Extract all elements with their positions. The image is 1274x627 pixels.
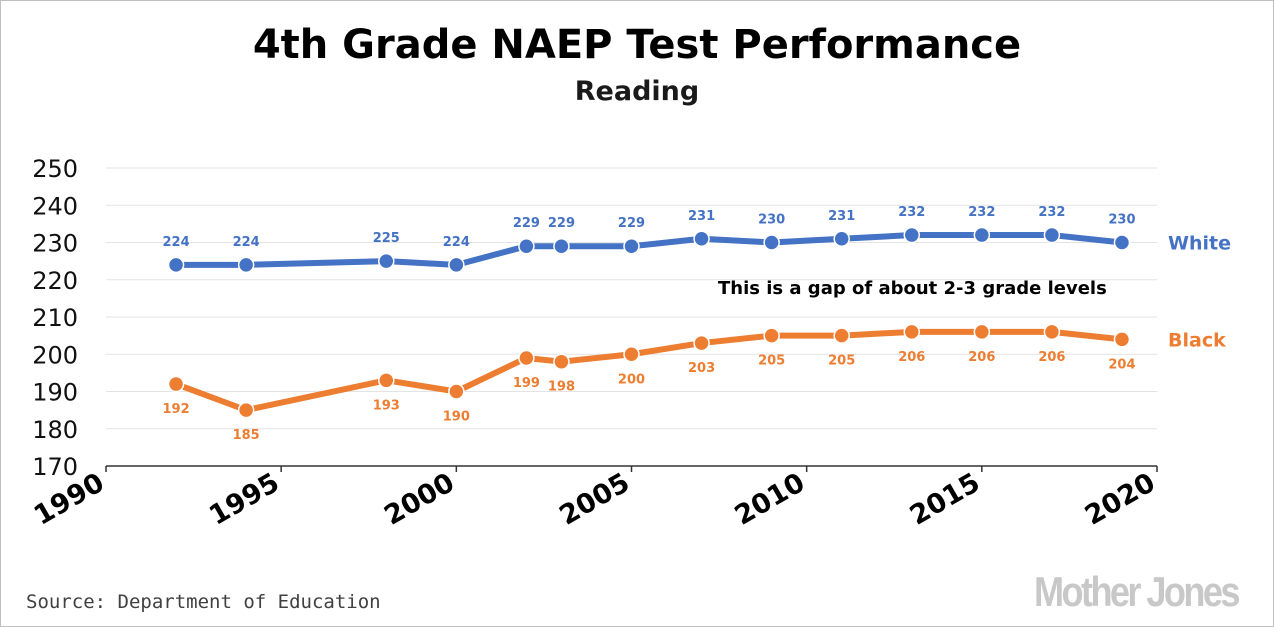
x-tick-label: 2005 [554, 467, 635, 531]
data-point-white [763, 234, 780, 251]
x-tick-label: 1995 [204, 467, 285, 531]
data-label-white: 232 [968, 205, 995, 220]
chart-title: 4th Grade NAEP Test Performance [252, 22, 1022, 68]
data-point-black [833, 327, 850, 344]
data-label-black: 205 [758, 354, 785, 369]
data-label-black: 199 [513, 376, 540, 391]
y-tick-label: 220 [32, 267, 78, 295]
chart-subtitle: Reading [574, 76, 700, 107]
data-point-black [1043, 323, 1061, 341]
data-point-black [378, 372, 395, 389]
data-label-white: 224 [443, 235, 470, 250]
x-tick-label: 2000 [379, 467, 460, 531]
data-point-white [448, 256, 465, 274]
data-label-black: 205 [828, 354, 855, 369]
data-point-black [518, 349, 535, 367]
data-point-white [903, 226, 921, 244]
data-label-white: 225 [373, 231, 400, 246]
data-label-white: 224 [233, 235, 260, 250]
data-point-black [623, 346, 640, 363]
series-name-white: White [1168, 233, 1231, 255]
y-tick-label: 200 [32, 341, 78, 369]
data-label-white: 230 [758, 213, 785, 228]
data-label-black: 198 [548, 380, 575, 395]
data-point-black [693, 334, 710, 352]
data-label-white: 229 [618, 216, 645, 231]
source-note: Source: Department of Education [26, 591, 381, 613]
data-point-white [378, 252, 395, 270]
y-tick-label: 180 [32, 416, 78, 444]
data-point-white [693, 230, 710, 248]
data-label-black: 206 [1038, 350, 1065, 365]
data-label-black: 190 [443, 410, 470, 425]
data-point-black [763, 327, 780, 344]
y-tick-label: 210 [32, 304, 78, 332]
data-label-white: 231 [688, 209, 715, 224]
data-label-white: 229 [513, 216, 540, 231]
series-layer [167, 226, 1131, 419]
series-name-black: Black [1168, 329, 1226, 351]
data-point-white [1043, 226, 1061, 244]
data-label-white: 232 [1038, 205, 1065, 220]
data-point-white [833, 230, 850, 248]
data-label-black: 204 [1108, 357, 1135, 372]
data-point-black [1113, 331, 1131, 348]
data-point-white [623, 237, 640, 255]
data-label-black: 206 [898, 350, 925, 365]
data-point-black [973, 323, 991, 341]
data-point-black [448, 383, 465, 400]
x-tick-label: 2020 [1080, 467, 1161, 531]
data-label-white: 229 [548, 216, 575, 231]
data-label-black: 206 [968, 350, 995, 365]
y-tick-label: 190 [32, 379, 78, 407]
gap-annotation: This is a gap of about 2-3 grade levels [718, 278, 1107, 299]
x-tick-label: 2015 [905, 467, 986, 531]
data-label-black: 200 [618, 372, 645, 387]
x-tick-label: 2010 [730, 467, 811, 531]
data-label-black: 185 [233, 428, 260, 443]
data-point-black [167, 375, 185, 393]
series-line-black [173, 328, 1125, 414]
data-point-white [237, 256, 255, 274]
data-label-white: 230 [1108, 213, 1135, 228]
y-tick-label: 240 [32, 192, 78, 220]
y-tick-label: 170 [32, 453, 78, 481]
data-point-white [1113, 234, 1131, 251]
data-label-black: 192 [162, 402, 189, 417]
data-point-white [553, 237, 570, 255]
data-label-white: 231 [828, 209, 855, 224]
y-tick-label: 230 [32, 230, 78, 258]
data-labels: 224 224 225 224 229 229 229 231 230 231 232 232 232 2… [162, 205, 1230, 443]
data-point-black [237, 401, 255, 419]
data-point-black [903, 323, 921, 341]
data-label-black: 203 [688, 361, 715, 376]
data-point-white [167, 256, 185, 274]
data-label-black: 193 [373, 398, 400, 413]
data-label-white: 232 [898, 205, 925, 220]
mother-jones-logo: Mother Jones [1034, 568, 1240, 615]
data-point-black [553, 353, 570, 370]
series-line-white [173, 232, 1125, 268]
data-point-white [518, 237, 535, 255]
data-label-white: 224 [162, 235, 189, 250]
data-point-white [973, 226, 991, 244]
y-tick-label: 250 [32, 155, 78, 183]
